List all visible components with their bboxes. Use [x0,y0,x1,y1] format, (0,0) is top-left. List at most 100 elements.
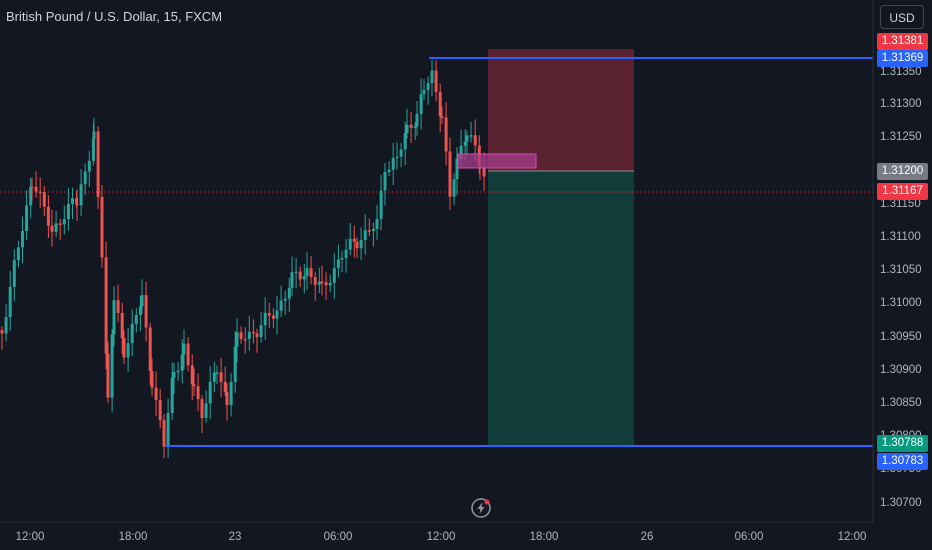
candle-body [438,91,442,117]
candle-body [302,276,306,280]
candle-body [403,132,407,150]
candle-body [355,241,359,249]
candle-body [255,333,259,337]
candle-body [66,203,70,220]
candle-body [138,306,142,316]
candle-body [409,124,413,128]
candle-body [243,338,247,341]
candle-body [434,70,438,92]
candle-body [473,135,477,146]
candle-body [50,225,54,232]
candle-body [225,391,229,406]
candle-body [42,192,46,207]
candle-body [271,315,275,319]
candle-body [154,387,158,401]
candle-body [62,219,66,225]
candle-body [391,158,395,170]
candle-body [336,259,340,269]
candle-body [38,191,42,194]
candle-body [324,282,328,286]
candle-body [180,354,184,371]
candle-body [440,116,444,118]
time-tick-label: 26 [641,531,654,543]
candle-body [25,205,29,232]
candle-body [148,327,152,372]
candle-body [332,268,336,283]
price-tick-label: 1.31000 [880,297,922,309]
candle-body [328,282,332,286]
lower-level-price-tag: 1.30783 [877,453,928,470]
candle-body [375,219,379,229]
candle-body [75,204,79,206]
position-label-marker[interactable] [457,153,537,169]
candle-body [58,223,62,225]
price-axis[interactable]: 1.31350 1.31300 1.31250 1.31150 1.31100 1.310… [872,0,922,522]
candle-body [298,271,302,280]
time-tick-label: 23 [229,531,242,543]
candle-body [176,370,180,373]
candle-body [190,365,194,385]
candle-body [287,287,291,299]
price-tick-label: 1.30850 [880,397,922,409]
candle-body [192,384,196,387]
candle-body [465,135,469,142]
candle-body [267,312,271,316]
price-tick-label: 1.31300 [880,98,922,110]
candle-body [196,386,200,400]
candle-body [340,258,344,260]
candle-body [92,131,96,140]
candle-body [233,346,237,383]
candle-body [263,312,267,326]
candle-body [259,325,263,337]
currency-button[interactable]: USD [880,5,924,29]
candle-body [96,131,100,197]
candle-body [482,167,486,177]
time-axis[interactable]: 12:00 18:00 23 06:00 12:00 18:00 26 06:00 12:00 [0,521,873,543]
candle-body [21,231,24,248]
target-price-tag: 1.30788 [877,435,928,452]
time-tick-label: 12:00 [838,531,867,543]
candle-body [182,343,186,355]
candle-body [371,228,375,232]
candle-body [30,186,34,189]
candle-body [54,223,58,232]
price-tick-label: 1.30950 [880,331,922,343]
candle-body [290,272,294,288]
candle-body [71,198,74,204]
candle-body [383,172,387,191]
candle-body [0,330,4,334]
candle-body [239,332,243,339]
chart-title: British Pound / U.S. Dollar, 15, FXCM [6,9,223,24]
candle-body [104,257,108,354]
upper-level-price-tag: 1.31369 [877,50,928,67]
candle-body [12,260,16,287]
candle-body [305,268,309,277]
candle-body [4,317,8,334]
time-tick-label: 18:00 [119,531,148,543]
candle-body [212,372,216,382]
candle-body [279,300,283,311]
candle-body [463,141,467,146]
candle-body [140,295,144,307]
time-tick-label: 18:00 [530,531,559,543]
candle-body [422,90,426,95]
candle-body [120,312,124,339]
candle-body [344,249,348,259]
candle-body [208,381,212,404]
price-tick-label: 1.31050 [880,264,922,276]
candle-body [452,179,456,197]
candle-body [116,300,120,313]
candle-body [8,286,12,318]
candle-body [170,377,174,413]
candle-body [158,400,162,421]
price-tick-label: 1.31350 [880,66,922,78]
candle-body [367,230,371,232]
candle-body [79,184,83,206]
tradingview-bolt-icon[interactable] [470,497,492,519]
candle-body [87,160,91,172]
candle-body [150,371,154,388]
candle-body [112,300,116,335]
candle-body [223,381,227,392]
candle-body [16,247,20,261]
